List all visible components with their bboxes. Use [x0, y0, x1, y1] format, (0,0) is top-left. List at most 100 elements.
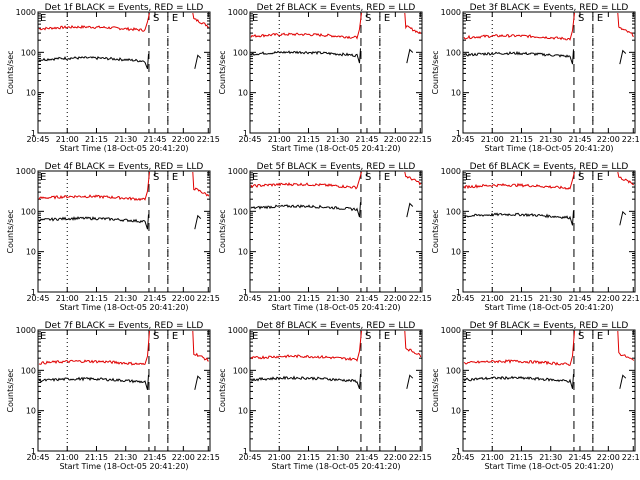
x-tick-label: 21:15 — [297, 294, 320, 303]
x-tick-label: 21:45 — [355, 453, 378, 462]
panel-det-5: Det 5f BLACK = Events, RED = LLD Counts/s… — [218, 162, 432, 312]
x-tick-label: 21:00 — [268, 294, 291, 303]
x-tick-label: 21:30 — [114, 294, 137, 303]
corner-marker-label: E — [252, 331, 258, 342]
start-marker-label: S — [153, 172, 159, 183]
end-marker-label: E — [384, 13, 390, 24]
x-tick-label: 21:00 — [56, 294, 79, 303]
y-tick-label: 1000 — [441, 167, 461, 176]
events-rate-line-post — [619, 210, 627, 226]
x-tick-label: 21:00 — [268, 453, 291, 462]
panel-det-6: Det 6f BLACK = Events, RED = LLD Counts/s… — [431, 162, 640, 312]
panel-title: Det 9f BLACK = Events, RED = LLD — [470, 321, 629, 331]
start-marker-label: S — [578, 331, 584, 342]
y-tick-label: 10 — [238, 89, 248, 98]
events-rate-line — [250, 373, 361, 389]
x-tick-label: 20:45 — [238, 453, 261, 462]
events-rate-line — [38, 214, 149, 230]
x-tick-label: 21:45 — [143, 453, 166, 462]
x-tick-label: 20:45 — [451, 135, 474, 144]
corner-marker-label: E — [252, 13, 258, 24]
y-tick-label: 10 — [451, 407, 461, 416]
y-tick-label: 100 — [233, 48, 248, 57]
x-tick-label: 21:15 — [297, 453, 320, 462]
events-rate-line — [38, 53, 149, 69]
x-tick-label: 22:00 — [172, 294, 195, 303]
x-tick-label: 20:45 — [26, 135, 49, 144]
panel-title: Det 7f BLACK = Events, RED = LLD — [45, 321, 204, 331]
x-tick-label: 20:45 — [238, 135, 261, 144]
lld-rate-line-post — [617, 12, 634, 37]
x-axis-label: Start Time (18-Oct-05 20:41:20) — [484, 303, 613, 312]
y-tick-label: 1000 — [228, 8, 248, 17]
x-axis-label: Start Time (18-Oct-05 20:41:20) — [271, 462, 400, 471]
y-tick-label: 1000 — [441, 326, 461, 335]
x-tick-label: 21:00 — [56, 135, 79, 144]
lld-rate-line-post — [192, 12, 209, 28]
y-tick-label: 1 — [31, 447, 36, 456]
x-axis-label: Start Time (18-Oct-05 20:41:20) — [59, 462, 188, 471]
panel-det-2: Det 2f BLACK = Events, RED = LLD Counts/s… — [218, 3, 432, 153]
x-tick-label: 21:45 — [355, 294, 378, 303]
x-tick-label: 21:45 — [143, 294, 166, 303]
x-tick-label: 21:00 — [481, 135, 504, 144]
y-tick-label: 1000 — [16, 167, 36, 176]
start-marker-label: S — [153, 13, 159, 24]
y-axis-label: Counts/sec — [218, 50, 227, 94]
plot-frame — [462, 11, 636, 134]
y-axis-label: Counts/sec — [431, 209, 440, 253]
x-tick-label: 21:45 — [568, 453, 591, 462]
y-tick-label: 100 — [233, 366, 248, 375]
x-tick-label: 21:45 — [355, 135, 378, 144]
x-tick-label: 21:45 — [568, 294, 591, 303]
x-tick-label: 22:00 — [172, 135, 195, 144]
x-tick-label: 22:15 — [197, 453, 220, 462]
y-axis-label: Counts/sec — [431, 50, 440, 94]
end-marker-label: E — [384, 172, 390, 183]
x-tick-label: 22:00 — [172, 453, 195, 462]
y-tick-label: 100 — [233, 207, 248, 216]
x-tick-label: 21:30 — [114, 453, 137, 462]
x-tick-label: 21:00 — [56, 453, 79, 462]
x-tick-label: 22:15 — [409, 294, 432, 303]
y-tick-label: 10 — [26, 89, 36, 98]
y-tick-label: 10 — [26, 407, 36, 416]
events-rate-line — [250, 202, 361, 218]
plot-frame — [37, 170, 211, 293]
y-tick-label: 10 — [451, 248, 461, 257]
start-marker-label: S — [153, 331, 159, 342]
end-marker-label: E — [384, 331, 390, 342]
corner-marker-label: E — [465, 13, 471, 24]
events-rate-line-post — [619, 374, 627, 389]
corner-marker-label: E — [40, 172, 46, 183]
events-rate-line-post — [406, 202, 414, 218]
x-axis-label: Start Time (18-Oct-05 20:41:20) — [484, 144, 613, 153]
lld-rate-line — [463, 171, 575, 190]
y-tick-label: 10 — [451, 89, 461, 98]
y-tick-label: 100 — [21, 207, 36, 216]
lld-rate-line-post — [617, 171, 634, 186]
plot-frame — [462, 170, 636, 293]
y-axis-label: Counts/sec — [6, 368, 15, 412]
x-tick-label: 21:30 — [539, 135, 562, 144]
x-axis-label: Start Time (18-Oct-05 20:41:20) — [59, 144, 188, 153]
end-marker-label: E — [597, 13, 603, 24]
x-tick-label: 22:15 — [409, 453, 432, 462]
x-tick-label: 21:30 — [326, 294, 349, 303]
lld-rate-line — [463, 12, 575, 41]
x-tick-label: 20:45 — [26, 294, 49, 303]
x-tick-label: 22:00 — [384, 135, 407, 144]
events-rate-line-post — [406, 48, 414, 64]
x-tick-label: 22:15 — [409, 135, 432, 144]
y-tick-label: 100 — [21, 48, 36, 57]
y-tick-label: 10 — [238, 248, 248, 257]
y-tick-label: 1 — [31, 129, 36, 138]
panel-det-7: Det 7f BLACK = Events, RED = LLD Counts/s… — [6, 321, 220, 471]
y-tick-label: 100 — [446, 207, 461, 216]
y-tick-label: 1000 — [16, 326, 36, 335]
start-marker-label: S — [578, 172, 584, 183]
events-rate-line — [463, 373, 574, 389]
x-tick-label: 22:00 — [597, 453, 620, 462]
x-tick-label: 21:15 — [510, 135, 533, 144]
